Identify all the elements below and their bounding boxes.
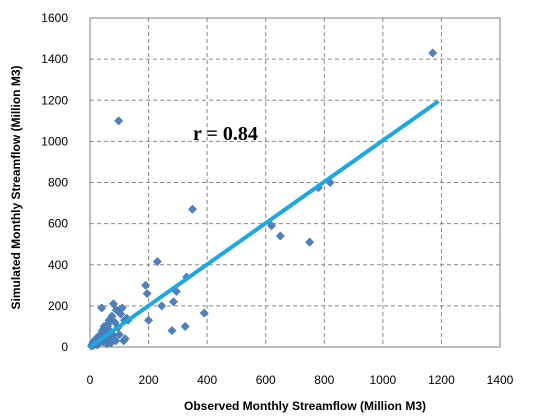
correlation-annotation: r = 0.84 [193,123,258,145]
x-tick-label: 400 [197,373,217,387]
y-tick-label: 1000 [41,134,68,148]
data-point [114,330,124,340]
data-point [141,280,151,290]
data-point [120,334,130,344]
data-points [86,48,438,351]
x-axis-ticks: 0 200 400 600 800 1000 1200 1400 [87,373,514,387]
y-tick-label: 1200 [41,93,68,107]
data-point [167,325,177,336]
data-point [107,311,117,321]
data-point [117,303,127,313]
y-axis-ticks: 0 200 400 600 800 1000 1200 1400 1600 [41,11,68,354]
data-point [168,297,179,307]
y-tick-label: 600 [48,217,68,231]
x-tick-label: 1400 [487,373,514,387]
y-axis-title: Simulated Monthly Streamflow (Million M3… [9,65,23,309]
data-point [116,309,126,319]
y-tick-label: 800 [48,176,68,190]
x-tick-label: 1000 [370,373,397,387]
data-point [180,321,190,331]
y-tick-label: 1600 [41,11,68,25]
plot-frame [89,17,501,348]
y-tick-label: 400 [48,258,68,272]
data-point [199,308,209,318]
x-tick-label: 0 [87,373,94,387]
x-axis-title: Observed Monthly Streamflow (Million M3) [184,399,426,413]
data-point [142,288,152,299]
x-tick-label: 600 [256,373,276,387]
y-tick-label: 200 [48,299,68,313]
grid-lines [90,18,500,347]
data-point [97,303,107,313]
data-point [157,301,167,311]
data-point [111,336,121,346]
data-point [144,315,154,325]
x-tick-label: 800 [314,373,334,387]
data-point [275,231,285,241]
data-point [108,299,118,309]
data-point [305,237,315,247]
data-point [114,116,124,126]
data-point [103,321,113,331]
y-tick-label: 1400 [41,52,68,66]
data-point [428,48,438,58]
y-tick-label: 0 [61,340,68,354]
x-tick-label: 1200 [428,373,455,387]
data-point [152,257,162,267]
data-point [267,221,277,231]
data-point [187,204,198,214]
x-tick-label: 200 [139,373,159,387]
trendline [88,99,440,349]
